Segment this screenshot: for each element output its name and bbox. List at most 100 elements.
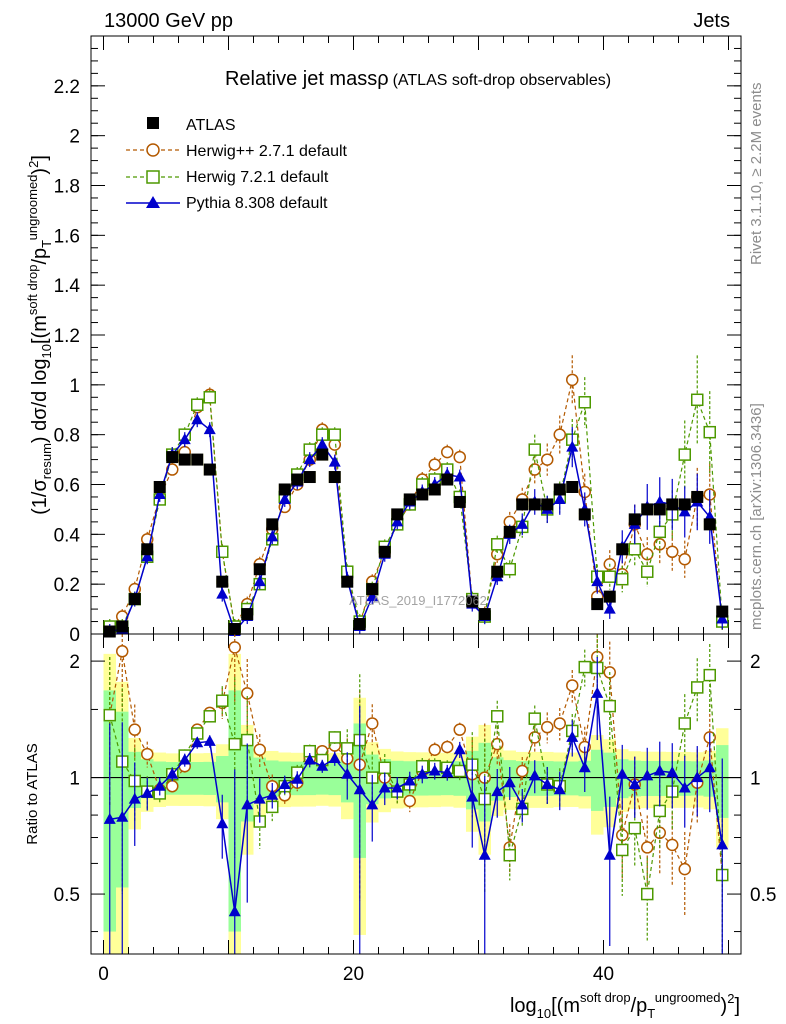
ratio-point-herwig-2-7-1-default [553, 717, 566, 730]
point-herwig-2-7-1-default [566, 373, 579, 387]
y-tick-label-main: 1.2 [54, 326, 80, 347]
ratio-point-herwig-7-2-1-default [603, 699, 616, 713]
point-pythia-8-308-default [453, 470, 466, 482]
legend-label-atlas: ATLAS [186, 117, 236, 134]
point-atlas [153, 480, 166, 493]
legend: ATLAS Herwig++ 2.7.1 default Herwig 7.2.… [126, 117, 348, 212]
point-pythia-8-308-default [516, 517, 529, 529]
ratio-point-pythia-8-308-default [228, 905, 241, 917]
ratio-point-pythia-8-308-default [116, 810, 129, 822]
point-atlas [203, 463, 216, 476]
point-atlas [691, 490, 704, 503]
ratio-point-herwig-7-2-1-default [103, 708, 116, 722]
ratio-point-herwig-7-2-1-default [616, 843, 629, 857]
ratio-point-pythia-8-308-default [641, 769, 654, 781]
ratio-point-pythia-8-308-default [666, 766, 679, 778]
ratio-point-pythia-8-308-default [653, 764, 666, 776]
ratio-point-pythia-8-308-default [203, 734, 216, 746]
ratio-point-pythia-8-308-default [491, 785, 504, 797]
ratio-point-pythia-8-308-default [716, 838, 729, 850]
ratio-point-herwig-7-2-1-default [678, 717, 691, 730]
mcplots-label: mcplots.cern.ch [arXiv:1306.3436] [748, 403, 765, 630]
ratio-point-pythia-8-308-default [378, 781, 391, 793]
point-atlas [716, 605, 729, 618]
ratio-point-pythia-8-308-default [591, 686, 604, 698]
ratio-point-pythia-8-308-default [541, 777, 554, 789]
ratio-point-pythia-8-308-default [191, 736, 204, 748]
point-herwig-7-2-1-default [203, 391, 216, 404]
point-atlas [266, 518, 279, 531]
point-pythia-8-308-default [316, 438, 329, 450]
point-atlas [591, 598, 604, 611]
point-atlas [103, 625, 116, 638]
rivet-label: Rivet 3.1.10, ≥ 2.2M events [748, 83, 765, 266]
point-atlas [166, 451, 179, 464]
point-herwig-7-2-1-default [628, 543, 641, 556]
point-pythia-8-308-default [328, 455, 341, 467]
ratio-band-stat [191, 762, 204, 795]
ratio-point-pythia-8-308-default [178, 753, 191, 765]
ratio-point-pythia-8-308-default [441, 766, 454, 778]
ratio-point-pythia-8-308-default [316, 759, 329, 771]
legend-marker-atlas [147, 117, 159, 129]
ratio-point-herwig-2-7-1-default [253, 743, 266, 757]
point-pythia-8-308-default [203, 423, 216, 435]
y-tick-label-main: 2.2 [54, 77, 80, 98]
ratio-point-herwig-2-7-1-default [641, 841, 654, 854]
ratio-point-pythia-8-308-default [416, 767, 429, 779]
watermark: ATLAS_2019_I1772062 [349, 593, 487, 608]
ratio-point-herwig-2-7-1-default [228, 641, 241, 654]
point-herwig-2-7-1-default [441, 445, 454, 459]
point-atlas [528, 498, 541, 511]
ratio-point-pythia-8-308-default [166, 767, 179, 779]
ratio-point-herwig-2-7-1-default [116, 645, 129, 658]
point-atlas [603, 590, 616, 603]
point-atlas [303, 471, 316, 484]
point-atlas [666, 498, 679, 511]
point-atlas [428, 483, 441, 496]
ratio-point-pythia-8-308-default [266, 788, 279, 800]
point-herwig-2-7-1-default [541, 453, 554, 466]
y-tick-label-ratio: 0.5 [54, 885, 80, 906]
ratio-point-pythia-8-308-default [153, 779, 166, 791]
ratio-point-herwig-7-2-1-default [528, 712, 541, 725]
ratio-point-herwig-7-2-1-default [503, 848, 516, 862]
ratio-point-herwig-2-7-1-default [428, 743, 441, 757]
point-atlas [503, 525, 516, 538]
point-pythia-8-308-default [141, 550, 154, 562]
point-herwig-2-7-1-default [666, 545, 679, 559]
point-atlas [516, 498, 529, 511]
point-pythia-8-308-default [603, 602, 616, 614]
ratio-point-pythia-8-308-default [141, 786, 154, 798]
ratio-point-herwig-2-7-1-default [453, 723, 466, 736]
point-herwig-2-7-1-default [553, 428, 566, 441]
ratio-point-pythia-8-308-default [328, 752, 341, 764]
ratio-point-pythia-8-308-default [428, 764, 441, 776]
point-herwig-7-2-1-default [603, 570, 616, 583]
point-atlas [216, 575, 229, 588]
ratio-point-pythia-8-308-default [303, 753, 316, 765]
point-atlas [541, 498, 554, 511]
point-atlas [616, 543, 629, 556]
ratio-point-herwig-2-7-1-default [516, 764, 529, 778]
point-atlas [466, 595, 479, 608]
ratio-frame [90, 633, 742, 955]
ratio-point-herwig-7-2-1-default [328, 731, 341, 744]
point-pythia-8-308-default [216, 587, 229, 599]
ratio-band-stat [328, 761, 341, 796]
y-tick-label-ratio: 1 [69, 769, 80, 790]
ratio-line-pythia-8-308-default [109, 693, 723, 912]
point-atlas [416, 488, 429, 501]
ratio-point-herwig-2-7-1-default [678, 862, 691, 876]
ratio-point-herwig-2-7-1-default [128, 723, 141, 736]
ratio-point-herwig-7-2-1-default [203, 710, 216, 723]
point-atlas [441, 473, 454, 486]
y-tick-label-main: 0.4 [54, 525, 81, 546]
point-atlas [366, 583, 379, 596]
point-atlas [678, 498, 691, 511]
ratio-point-pythia-8-308-default [678, 781, 691, 793]
ratio-point-herwig-7-2-1-default [378, 761, 391, 775]
ratio-band-stat [603, 752, 616, 807]
point-pythia-8-308-default [566, 440, 579, 452]
